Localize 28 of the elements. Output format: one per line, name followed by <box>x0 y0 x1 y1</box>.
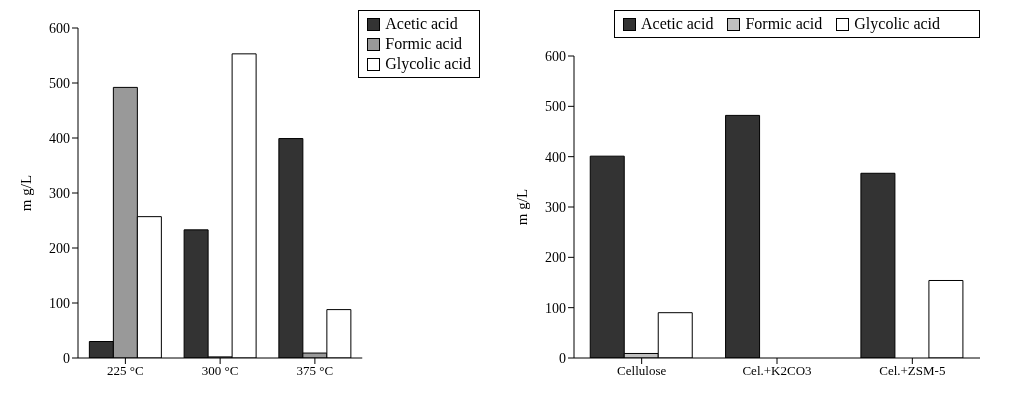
legend-label: Formic acid <box>745 15 823 33</box>
legend-label: Formic acid <box>385 35 463 53</box>
x-tick-label: Cel.+K2CO3 <box>742 363 812 379</box>
y-axis-title: m g/L <box>18 174 35 212</box>
legend-label: Acetic acid <box>641 15 714 33</box>
y-tick-label: 200 <box>545 250 566 266</box>
y-tick-label: 100 <box>545 300 566 316</box>
y-tick-label: 400 <box>545 149 566 165</box>
y-tick-label: 600 <box>545 48 566 64</box>
x-tick-label: Cel.+ZSM-5 <box>879 363 946 379</box>
y-tick-label: 500 <box>545 99 566 115</box>
y-tick-label: 300 <box>49 185 70 201</box>
y-tick-label: 500 <box>49 75 70 91</box>
x-tick-label: 225 °C <box>107 363 144 379</box>
x-tick-label: Cellulose <box>617 363 667 379</box>
y-tick-label: 0 <box>559 350 566 366</box>
legend-label: Glycolic acid <box>854 15 941 33</box>
y-tick-label: 300 <box>545 199 566 215</box>
y-axis-title: m g/L <box>514 188 531 226</box>
x-tick-label: 300 °C <box>201 363 239 379</box>
x-tick-label: 375 °C <box>296 363 334 379</box>
y-tick-label: 100 <box>49 295 70 311</box>
y-tick-label: 400 <box>49 130 70 146</box>
y-tick-label: 200 <box>49 240 70 256</box>
y-tick-label: 0 <box>63 350 70 366</box>
legend-label: Glycolic acid <box>385 55 471 73</box>
legend-label: Acetic acid <box>385 15 458 33</box>
y-tick-label: 600 <box>49 20 70 36</box>
